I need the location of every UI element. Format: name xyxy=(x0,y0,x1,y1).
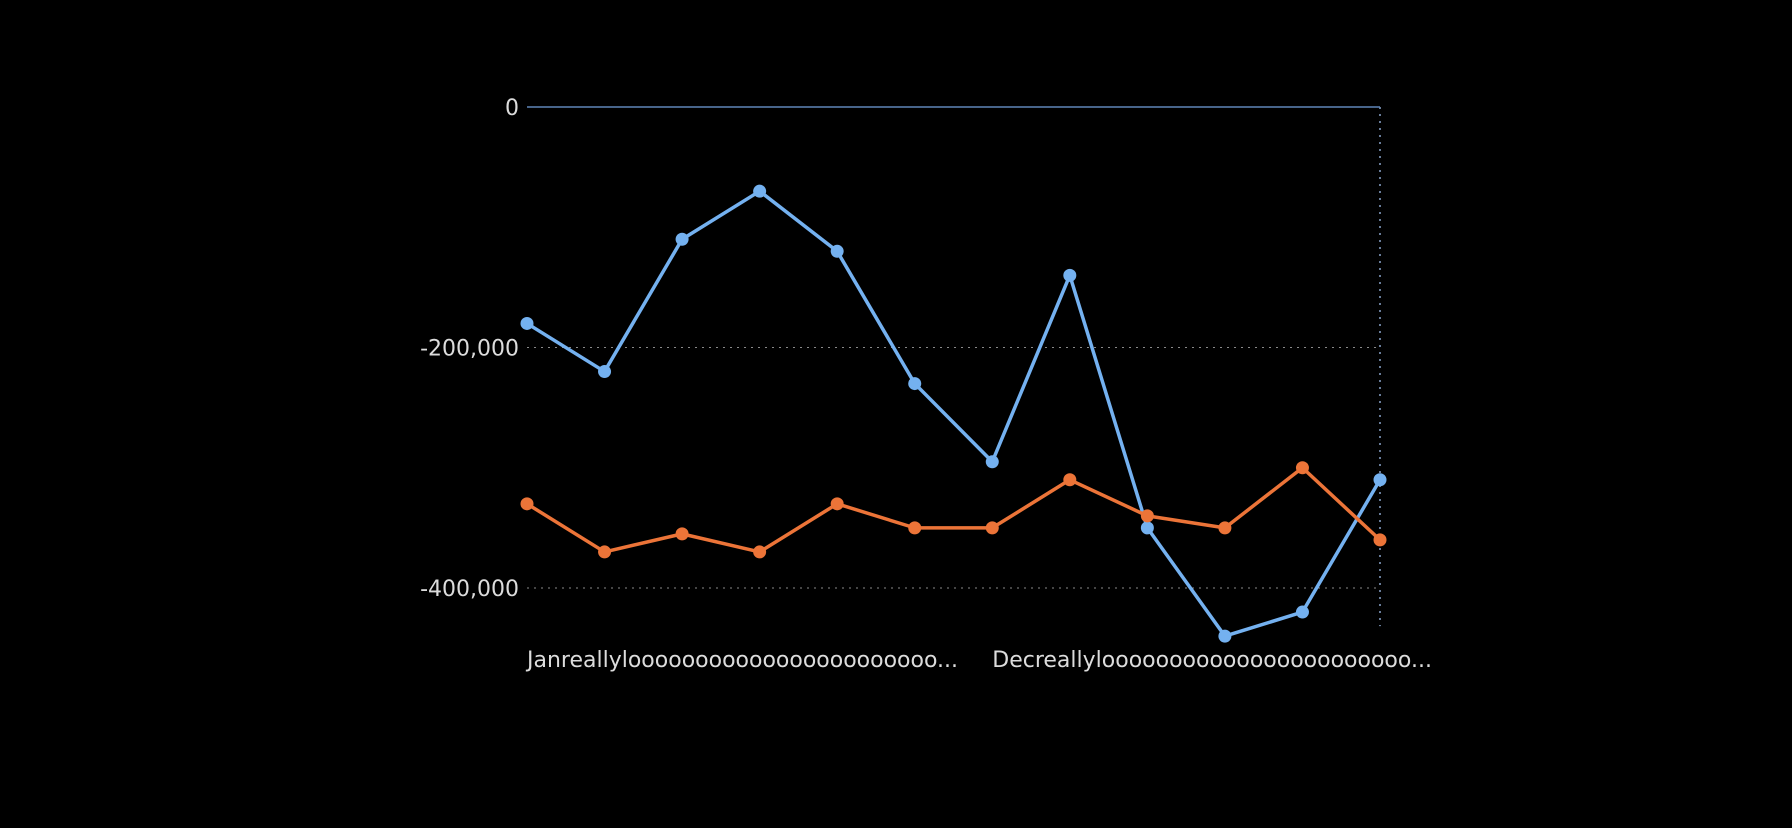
data-point xyxy=(1295,605,1309,619)
data-point xyxy=(908,521,922,535)
data-point xyxy=(1373,473,1387,487)
y-tick-label: 0 xyxy=(505,96,519,121)
data-point xyxy=(1063,268,1077,282)
y-tick-label: -200,000 xyxy=(420,337,519,362)
series-line xyxy=(525,466,1382,554)
data-point xyxy=(985,455,999,469)
data-point xyxy=(985,521,999,535)
series-2 xyxy=(520,461,1387,559)
data-point xyxy=(675,527,689,541)
data-point xyxy=(598,545,612,559)
series xyxy=(520,184,1387,643)
data-point xyxy=(1140,509,1154,523)
data-point xyxy=(598,365,612,379)
x-tick-label: Decreallylooooooooooooooooooooooo... xyxy=(992,648,1432,673)
data-point xyxy=(1373,533,1387,547)
data-point xyxy=(753,545,767,559)
data-point xyxy=(520,497,534,511)
x-tick-label: Janreallylooooooooooooooooooooooo... xyxy=(525,648,958,673)
data-point xyxy=(520,316,534,330)
series-1 xyxy=(520,184,1387,643)
data-point xyxy=(1295,461,1309,475)
data-point xyxy=(675,232,689,246)
y-tick-label: -400,000 xyxy=(420,577,519,602)
data-point xyxy=(1140,521,1154,535)
data-point xyxy=(830,497,844,511)
data-point xyxy=(908,377,922,391)
data-point xyxy=(830,244,844,258)
data-point xyxy=(1063,473,1077,487)
tick-labels: 0 -200,000 -400,000 Janreallylooooooooooooo… xyxy=(420,96,1432,673)
series-line xyxy=(525,189,1382,638)
data-point xyxy=(1218,629,1232,643)
data-point xyxy=(753,184,767,198)
grid xyxy=(527,107,1381,627)
data-point xyxy=(1218,521,1232,535)
